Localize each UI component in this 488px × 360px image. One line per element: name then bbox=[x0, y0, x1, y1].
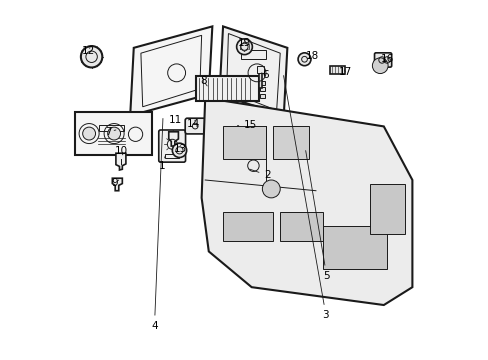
Circle shape bbox=[81, 46, 102, 67]
Text: 4: 4 bbox=[151, 118, 163, 331]
Polygon shape bbox=[112, 178, 122, 191]
FancyBboxPatch shape bbox=[233, 120, 250, 133]
Polygon shape bbox=[130, 26, 212, 116]
Text: 16: 16 bbox=[380, 54, 393, 64]
FancyBboxPatch shape bbox=[242, 153, 264, 180]
Text: 17: 17 bbox=[338, 67, 351, 77]
Bar bbox=[165, 154, 179, 158]
Bar bbox=[258, 71, 262, 88]
Text: 12: 12 bbox=[81, 46, 95, 56]
Bar bbox=[280, 212, 323, 241]
Text: 14: 14 bbox=[187, 118, 200, 129]
FancyBboxPatch shape bbox=[374, 53, 391, 67]
Text: 6: 6 bbox=[261, 70, 269, 80]
Bar bbox=[323, 226, 386, 269]
Bar bbox=[223, 126, 265, 158]
Polygon shape bbox=[168, 132, 178, 146]
Bar bbox=[241, 50, 265, 59]
Text: 13: 13 bbox=[174, 144, 187, 154]
Text: 2: 2 bbox=[249, 169, 270, 180]
Polygon shape bbox=[219, 26, 287, 116]
Text: 10: 10 bbox=[115, 146, 127, 156]
Circle shape bbox=[298, 53, 310, 66]
Bar bbox=[287, 150, 301, 157]
Circle shape bbox=[82, 127, 95, 140]
Circle shape bbox=[372, 58, 387, 73]
Text: 1: 1 bbox=[159, 156, 165, 171]
Circle shape bbox=[172, 143, 186, 157]
Text: 19: 19 bbox=[237, 38, 251, 48]
Bar bbox=[259, 81, 264, 85]
Bar bbox=[259, 94, 264, 98]
Polygon shape bbox=[116, 153, 125, 170]
Circle shape bbox=[236, 39, 252, 55]
Bar bbox=[196, 76, 258, 102]
Text: 7: 7 bbox=[104, 127, 116, 137]
Bar bbox=[99, 125, 123, 131]
FancyBboxPatch shape bbox=[185, 118, 205, 134]
Bar bbox=[75, 112, 151, 155]
Text: 8: 8 bbox=[200, 76, 207, 86]
Text: 15: 15 bbox=[237, 120, 257, 130]
Text: 11: 11 bbox=[169, 115, 182, 131]
Bar bbox=[272, 126, 308, 158]
Polygon shape bbox=[276, 119, 308, 162]
Polygon shape bbox=[201, 98, 411, 305]
FancyBboxPatch shape bbox=[159, 130, 185, 162]
Bar bbox=[223, 212, 272, 241]
Text: 5: 5 bbox=[305, 150, 329, 281]
Bar bbox=[369, 184, 405, 234]
Bar bbox=[257, 66, 264, 73]
Bar bbox=[259, 87, 264, 91]
Text: 18: 18 bbox=[305, 51, 318, 61]
Bar bbox=[329, 66, 344, 73]
Circle shape bbox=[262, 180, 280, 198]
Text: 9: 9 bbox=[112, 177, 119, 188]
Text: 3: 3 bbox=[283, 76, 328, 320]
Circle shape bbox=[107, 127, 121, 140]
